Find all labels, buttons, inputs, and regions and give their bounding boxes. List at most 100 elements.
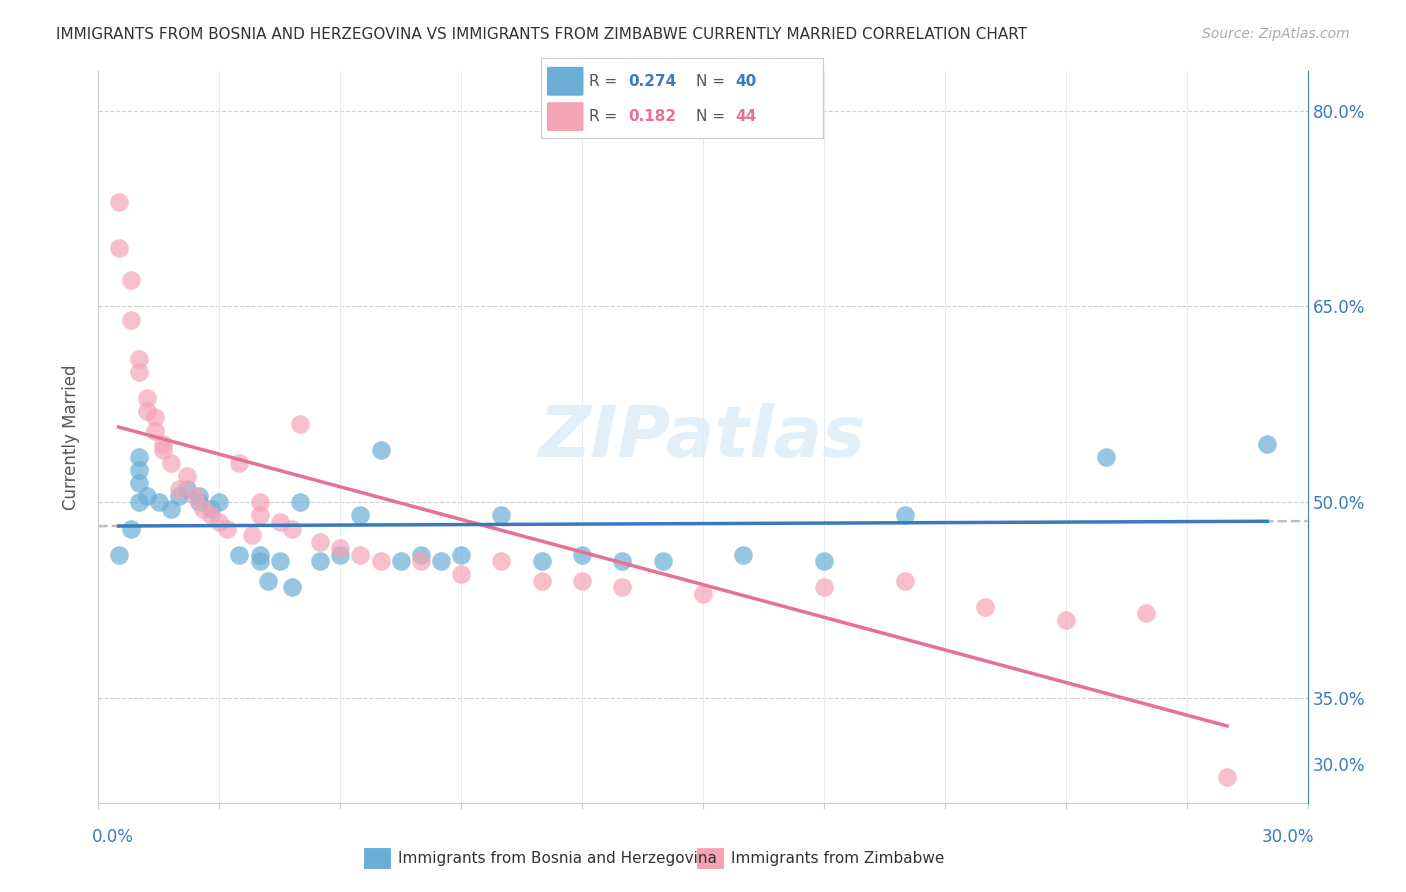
Text: 0.0%: 0.0%: [91, 828, 134, 846]
Point: [120, 521, 142, 535]
Point: [107, 548, 129, 562]
Point: [152, 443, 174, 458]
Point: [269, 515, 291, 529]
Point: [309, 534, 332, 549]
Point: [409, 548, 432, 562]
Point: [530, 574, 553, 588]
Text: R =: R =: [589, 109, 623, 124]
Point: [143, 410, 166, 425]
Point: [135, 489, 157, 503]
Point: [167, 483, 190, 497]
Point: [430, 554, 453, 568]
Point: [893, 574, 915, 588]
Point: [228, 456, 250, 470]
Point: [329, 548, 352, 562]
Point: [176, 469, 198, 483]
Point: [160, 502, 183, 516]
Point: [612, 554, 634, 568]
Point: [1216, 770, 1239, 784]
Point: [128, 351, 150, 366]
Text: 40: 40: [735, 74, 756, 89]
Point: [1135, 607, 1157, 621]
Point: [107, 241, 129, 255]
Point: [128, 495, 150, 509]
Text: R =: R =: [589, 74, 623, 89]
Point: [1095, 450, 1118, 464]
Point: [571, 548, 593, 562]
Point: [200, 502, 222, 516]
Point: [389, 554, 412, 568]
Point: [135, 391, 157, 405]
Point: [491, 554, 513, 568]
Point: [288, 417, 311, 431]
Point: [349, 548, 371, 562]
Point: [249, 548, 271, 562]
Point: [281, 580, 304, 594]
Text: 44: 44: [735, 109, 756, 124]
Text: 0.182: 0.182: [628, 109, 676, 124]
Point: [349, 508, 371, 523]
Point: [208, 515, 231, 529]
Point: [184, 489, 207, 503]
Point: [160, 456, 183, 470]
Text: Immigrants from Bosnia and Herzegovina: Immigrants from Bosnia and Herzegovina: [398, 851, 717, 865]
Point: [135, 404, 157, 418]
Point: [188, 489, 211, 503]
Point: [530, 554, 553, 568]
Text: 0.274: 0.274: [628, 74, 676, 89]
Point: [143, 424, 166, 438]
Point: [249, 508, 271, 523]
Point: [249, 495, 271, 509]
Point: [217, 521, 239, 535]
Text: ZIPatlas: ZIPatlas: [540, 402, 866, 472]
Point: [269, 554, 291, 568]
Point: [167, 489, 190, 503]
Text: IMMIGRANTS FROM BOSNIA AND HERZEGOVINA VS IMMIGRANTS FROM ZIMBABWE CURRENTLY MAR: IMMIGRANTS FROM BOSNIA AND HERZEGOVINA V…: [56, 27, 1028, 42]
Point: [200, 508, 222, 523]
Y-axis label: Currently Married: Currently Married: [62, 364, 80, 510]
Point: [120, 312, 142, 326]
Point: [450, 548, 472, 562]
Point: [228, 548, 250, 562]
Point: [1256, 436, 1278, 450]
Point: [120, 273, 142, 287]
Point: [450, 567, 472, 582]
Text: N =: N =: [696, 74, 730, 89]
Text: Source: ZipAtlas.com: Source: ZipAtlas.com: [1202, 27, 1350, 41]
Point: [692, 587, 714, 601]
Point: [193, 502, 215, 516]
Point: [256, 574, 278, 588]
FancyBboxPatch shape: [547, 103, 583, 131]
Point: [107, 194, 129, 209]
Point: [612, 580, 634, 594]
Point: [288, 495, 311, 509]
Point: [148, 495, 170, 509]
Point: [240, 528, 263, 542]
Point: [128, 450, 150, 464]
Point: [309, 554, 332, 568]
Point: [491, 508, 513, 523]
Point: [128, 463, 150, 477]
Point: [281, 521, 304, 535]
Point: [974, 599, 997, 614]
Point: [409, 554, 432, 568]
Point: [651, 554, 673, 568]
Point: [1054, 613, 1077, 627]
Point: [208, 495, 231, 509]
Point: [128, 475, 150, 490]
Point: [176, 483, 198, 497]
Point: [152, 436, 174, 450]
Point: [571, 574, 593, 588]
Text: N =: N =: [696, 109, 730, 124]
Point: [329, 541, 352, 555]
Text: Immigrants from Zimbabwe: Immigrants from Zimbabwe: [731, 851, 945, 865]
Point: [370, 443, 392, 458]
Point: [188, 495, 211, 509]
Point: [249, 554, 271, 568]
FancyBboxPatch shape: [547, 67, 583, 95]
Point: [733, 548, 755, 562]
Point: [370, 554, 392, 568]
Point: [893, 508, 915, 523]
Point: [128, 365, 150, 379]
Point: [813, 554, 835, 568]
